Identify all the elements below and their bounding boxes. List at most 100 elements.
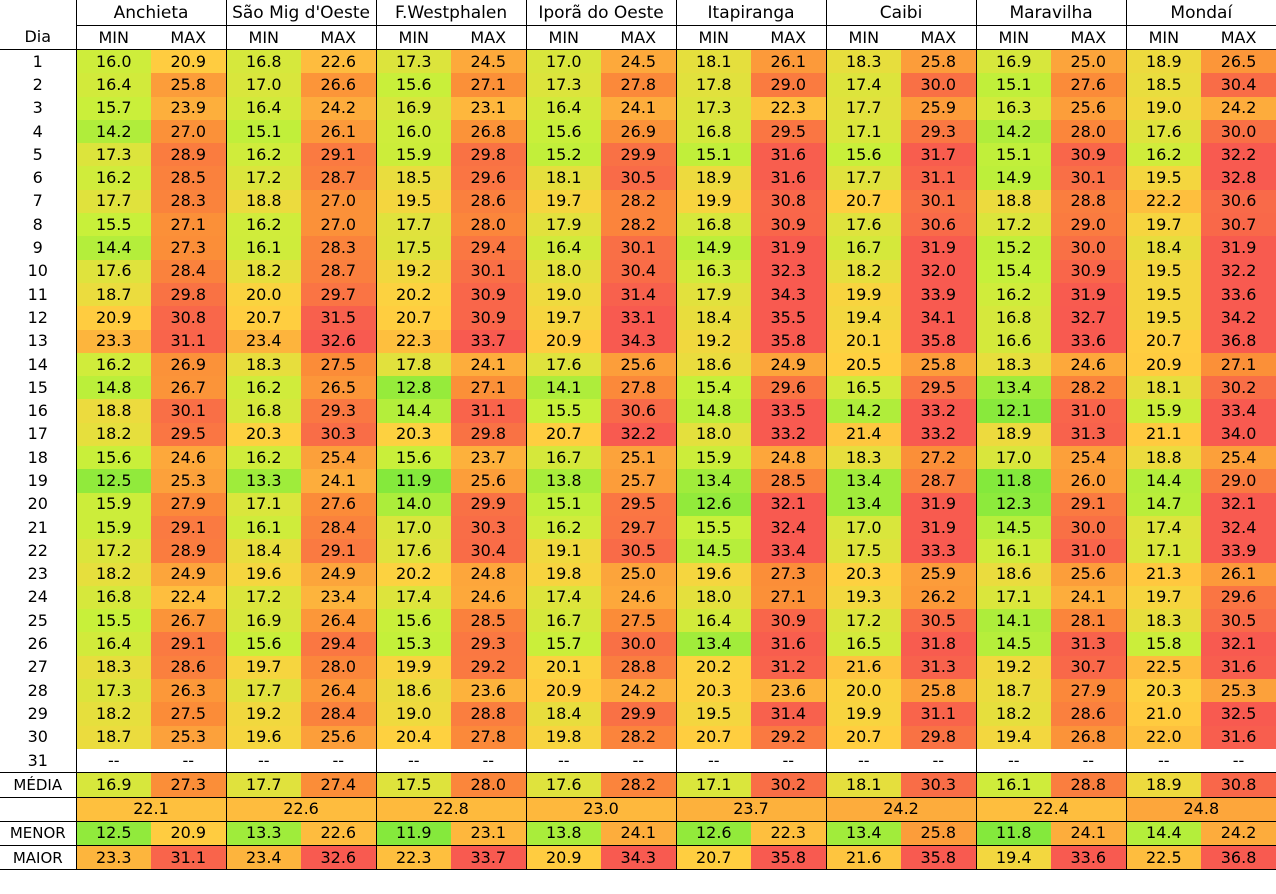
max-temp-cell: 24.5 [451, 49, 527, 74]
max-temp-cell: 25.3 [151, 725, 227, 749]
max-temp-cell: 30.5 [1201, 609, 1276, 633]
min-temp-cell: 16.5 [825, 632, 902, 656]
min-temp-cell: 20.3 [825, 562, 902, 586]
max-temp-cell: 29.8 [451, 422, 527, 447]
max-temp-cell: 30.1 [451, 259, 527, 283]
min-temp-cell: 15.9 [1125, 399, 1202, 423]
max-temp-cell: 26.8 [1051, 725, 1127, 749]
overall-average-cell: 24.2 [825, 796, 977, 822]
table-row: 11 18.7 29.8 20.0 29.7 20.2 30.9 19.0 31.4 17.9 34… [0, 282, 1276, 307]
min-temp-cell: 17.2 [975, 213, 1052, 237]
max-temp-cell: 29.8 [151, 282, 227, 307]
day-number: 12 [27, 307, 48, 327]
city-header: Itapiranga [675, 0, 827, 26]
min-temp-cell: 18.2 [975, 702, 1052, 726]
max-temp-cell: 29.2 [751, 725, 827, 749]
min-temp-cell: 20.3 [675, 679, 752, 703]
max-temp-cell: 31.3 [1051, 422, 1127, 447]
media-row-max-cell: 30.8 [1201, 772, 1276, 798]
table-row: 22 17.2 28.9 18.4 29.1 17.6 30.4 19.1 30.5 14.5 33… [0, 539, 1276, 563]
min-temp-cell: 19.9 [375, 655, 452, 680]
max-temp-cell: 24.6 [1051, 352, 1127, 377]
min-temp-cell: 21.4 [825, 422, 902, 447]
min-header: MIN [525, 25, 602, 50]
max-temp-cell: 31.3 [1051, 632, 1127, 656]
max-temp-cell: 27.1 [1201, 352, 1276, 377]
min-temp-cell: 18.4 [525, 702, 602, 726]
maior-row-min-cell: 22.5 [1125, 845, 1202, 871]
max-temp-cell: 33.4 [1201, 399, 1276, 423]
max-temp-cell: 25.1 [601, 446, 677, 470]
max-temp-cell: 29.8 [901, 725, 977, 749]
day-number: 3 [32, 98, 43, 118]
min-temp-cell: 15.9 [75, 492, 151, 516]
min-temp-cell: 16.1 [225, 236, 302, 260]
max-temp-cell: 28.0 [301, 655, 377, 680]
max-temp-cell: 25.6 [301, 725, 377, 749]
min-temp-cell: 20.7 [825, 725, 902, 749]
max-temp-cell: 28.8 [601, 655, 677, 680]
min-temp-cell: 20.9 [525, 679, 602, 703]
max-temp-cell: 27.1 [451, 73, 527, 97]
max-temp-cell: 30.0 [901, 73, 977, 97]
min-temp-cell: 19.4 [975, 725, 1052, 749]
max-temp-cell: 31.6 [751, 143, 827, 167]
max-temp-cell: 25.4 [301, 446, 377, 470]
min-temp-cell: -- [675, 748, 752, 773]
min-temp-cell: 15.7 [525, 632, 602, 656]
min-temp-cell: 18.0 [525, 259, 602, 283]
max-temp-cell: 28.6 [451, 189, 527, 214]
day-number: 8 [32, 214, 43, 234]
min-temp-cell: 17.2 [225, 585, 302, 610]
min-temp-cell: 14.2 [75, 119, 151, 144]
max-temp-cell: 29.0 [1051, 213, 1127, 237]
min-temp-cell: 21.6 [825, 655, 902, 680]
min-temp-cell: 13.4 [825, 492, 902, 516]
min-temp-cell: 17.0 [225, 73, 302, 97]
min-temp-cell: 18.2 [825, 259, 902, 283]
corner-cell [0, 0, 76, 26]
table-row: 1 16.0 20.9 16.8 22.6 17.3 24.5 17.0 24.5 18.1 26.… [0, 49, 1276, 74]
max-temp-cell: 31.3 [901, 655, 977, 680]
max-temp-cell: 27.0 [301, 213, 377, 237]
max-temp-cell: 26.1 [751, 49, 827, 74]
max-temp-cell: -- [901, 748, 977, 773]
min-temp-cell: 16.3 [975, 96, 1052, 120]
min-temp-cell: 14.1 [525, 376, 602, 400]
max-temp-cell: 24.2 [601, 679, 677, 703]
min-temp-cell: 16.4 [525, 96, 602, 120]
min-header: MIN [75, 25, 151, 50]
day-number: 30 [27, 727, 48, 747]
min-temp-cell: 16.8 [975, 306, 1052, 330]
media-row-min-cell: 17.7 [225, 772, 302, 798]
min-temp-cell: 19.5 [675, 702, 752, 726]
table-row: 25 15.5 26.7 16.9 26.4 15.6 28.5 16.7 27.5 16.4 30… [0, 609, 1276, 633]
max-temp-cell: 32.0 [901, 259, 977, 283]
min-temp-cell: 15.6 [375, 609, 452, 633]
summary-rows: MÉDIA 16.9 27.3 17.7 27.4 17.5 28.0 17.6 28.2 17.… [0, 772, 1276, 871]
min-temp-cell: 16.2 [975, 282, 1052, 307]
min-temp-cell: 17.1 [975, 585, 1052, 610]
max-temp-cell: 28.7 [301, 259, 377, 283]
max-temp-cell: 23.1 [451, 96, 527, 120]
max-temp-cell: 30.9 [451, 282, 527, 307]
min-temp-cell: 16.4 [525, 236, 602, 260]
min-temp-cell: 19.9 [675, 189, 752, 214]
min-temp-cell: 17.3 [75, 143, 151, 167]
min-temp-cell: 15.5 [675, 515, 752, 540]
menor-row: MENOR 12.5 20.9 13.3 22.6 11.9 23.1 13.8 24.1 12.… [0, 820, 1276, 847]
min-temp-cell: 14.9 [675, 236, 752, 260]
max-temp-cell: 26.1 [1201, 562, 1276, 586]
min-temp-cell: 20.1 [825, 329, 902, 353]
min-temp-cell: 20.2 [375, 562, 452, 586]
max-temp-cell: 28.6 [1051, 702, 1127, 726]
min-temp-cell: 18.6 [375, 679, 452, 703]
max-temp-cell: 25.6 [451, 469, 527, 493]
max-temp-cell: 29.6 [451, 166, 527, 190]
min-temp-cell: 18.3 [75, 655, 151, 680]
min-temp-cell: 17.9 [675, 282, 752, 307]
max-temp-cell: 32.6 [301, 329, 377, 353]
min-header: MIN [1125, 25, 1202, 50]
max-temp-cell: 31.9 [1201, 236, 1276, 260]
min-temp-cell: 15.9 [675, 446, 752, 470]
